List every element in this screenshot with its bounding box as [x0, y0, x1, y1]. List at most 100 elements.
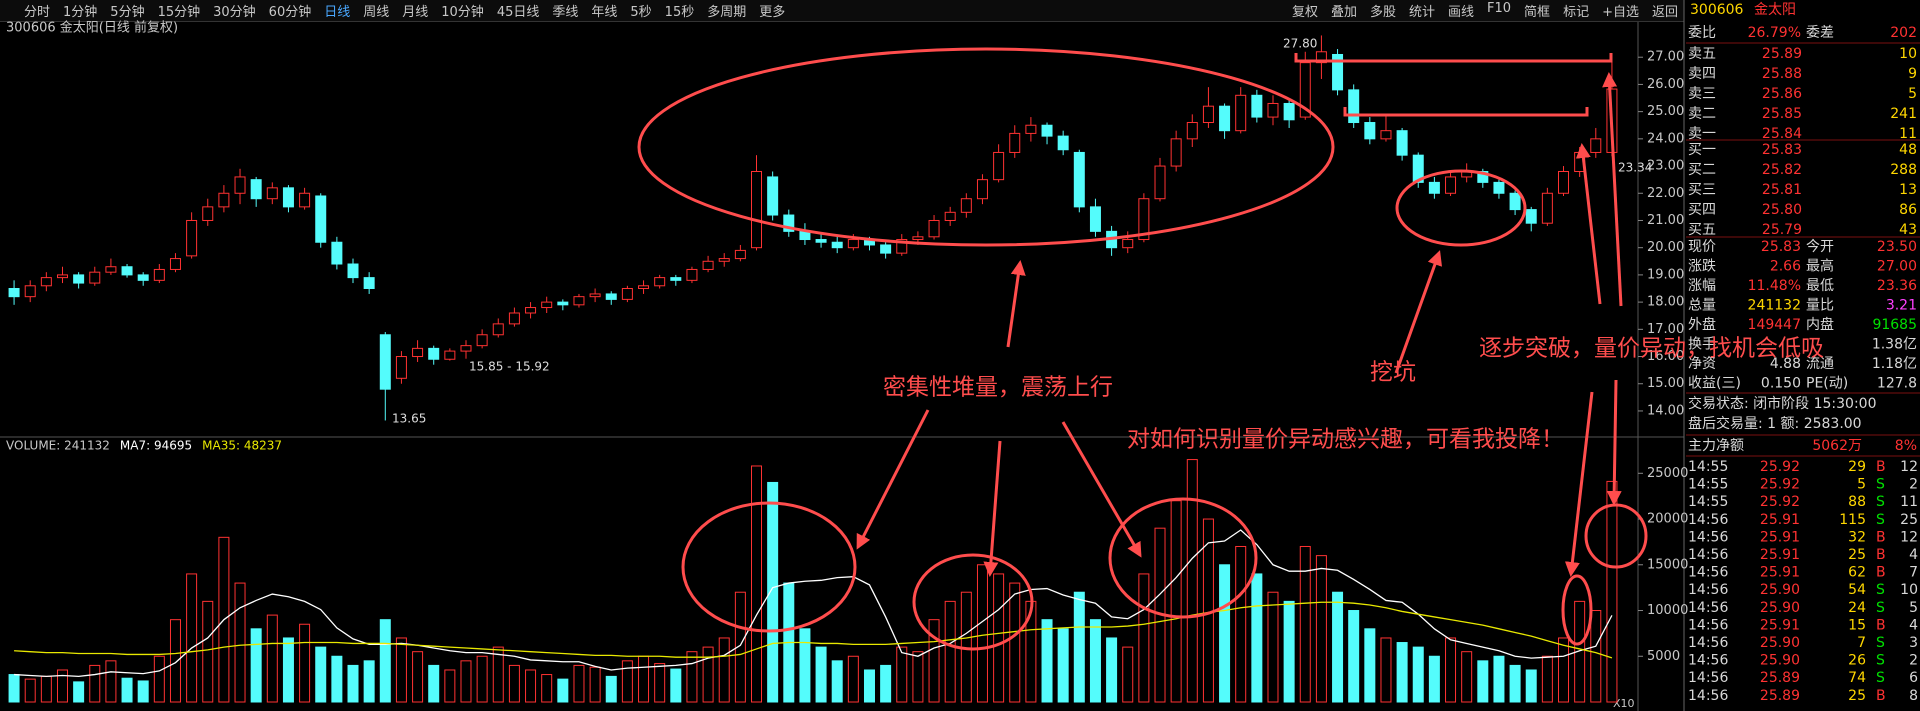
- toolbar-button[interactable]: 15分钟: [157, 5, 201, 20]
- panel-text: 最高: [1806, 258, 1834, 275]
- panel-text: 241: [1890, 106, 1917, 122]
- volume-bar: [1299, 545, 1311, 703]
- toolbar-button[interactable]: 月线: [402, 5, 429, 20]
- candle-body: [1154, 165, 1166, 200]
- toolbar-button[interactable]: 多股: [1369, 5, 1396, 20]
- panel-text: 13: [1899, 182, 1917, 198]
- highlight-ellipse: [681, 501, 857, 633]
- volume-bar: [8, 674, 20, 703]
- toolbar-button[interactable]: 5分钟: [110, 5, 145, 20]
- toolbar-button[interactable]: 标记: [1563, 5, 1590, 20]
- panel-text: 14:56: [1688, 529, 1728, 545]
- panel-text: 买一: [1688, 142, 1716, 158]
- toolbar-button[interactable]: 30分钟: [213, 5, 256, 20]
- arrow: [1606, 379, 1622, 506]
- panel-text: 288: [1890, 162, 1917, 178]
- panel-text: 25.83: [1762, 142, 1802, 158]
- panel-text: 25.91: [1760, 529, 1800, 545]
- toolbar-button[interactable]: 1分钟: [63, 5, 98, 20]
- arrow: [1006, 260, 1026, 348]
- volume-bar: [56, 669, 68, 703]
- toolbar-button[interactable]: 周线: [363, 5, 390, 20]
- panel-text: 15: [1848, 617, 1866, 633]
- volume-bar: [347, 664, 359, 703]
- toolbar-button[interactable]: 复权: [1291, 5, 1318, 20]
- candle-body: [928, 219, 940, 238]
- toolbar-button[interactable]: 10分钟: [441, 5, 484, 20]
- candle-body: [363, 277, 375, 290]
- panel-text: 23.50: [1877, 239, 1917, 255]
- candle-body: [1251, 94, 1263, 118]
- toolbar-button[interactable]: +自选: [1602, 5, 1639, 20]
- y-tick-label: 21.00: [1647, 213, 1684, 228]
- volume-bar: [863, 669, 875, 703]
- panel-text: 净资: [1688, 356, 1716, 372]
- volume-bar: [799, 628, 811, 703]
- volume-bar: [508, 664, 520, 703]
- toolbar-button[interactable]: 多周期: [707, 5, 747, 20]
- resistance-line: [1343, 107, 1589, 117]
- volume-bar: [912, 651, 924, 703]
- volume-bar: [589, 666, 601, 703]
- candle-body: [976, 179, 988, 200]
- toolbar-button[interactable]: 统计: [1408, 5, 1435, 20]
- y-tick-label: 18.00: [1647, 295, 1684, 310]
- toolbar-button[interactable]: 45日线: [496, 5, 540, 20]
- candle-body: [541, 301, 553, 309]
- panel-text: 43: [1899, 222, 1917, 238]
- panel-text: 25.85: [1762, 106, 1802, 122]
- panel-text: 金太阳: [1754, 2, 1796, 18]
- panel-text: 115: [1839, 512, 1866, 528]
- toolbar-button[interactable]: 5秒: [630, 5, 652, 20]
- toolbar-button[interactable]: 简框: [1524, 5, 1551, 20]
- toolbar-button[interactable]: 年线: [591, 5, 618, 20]
- toolbar-button[interactable]: 更多: [759, 5, 786, 20]
- panel-text: 3.21: [1886, 298, 1917, 314]
- ma-line: [14, 529, 1613, 678]
- panel-text: 流通: [1806, 356, 1834, 372]
- toolbar-button[interactable]: 日线: [324, 5, 351, 20]
- toolbar-button[interactable]: 季线: [552, 5, 579, 20]
- panel-text: 10: [1899, 46, 1917, 62]
- volume-bar: [1332, 591, 1344, 703]
- candle-body: [1332, 53, 1344, 91]
- panel-text: S: [1876, 600, 1885, 616]
- legend-entry: MA7: 94695: [120, 439, 192, 453]
- ma-line: [14, 601, 1613, 659]
- candle-body: [1235, 94, 1247, 132]
- panel-text: 25.79: [1762, 222, 1802, 238]
- toolbar-button[interactable]: 分时: [24, 5, 51, 20]
- panel-text: 62: [1848, 565, 1866, 581]
- arrow: [1394, 250, 1443, 374]
- candle-body: [880, 244, 892, 254]
- panel-text: 14:56: [1688, 512, 1728, 528]
- candle-body: [282, 187, 294, 208]
- candle-body: [331, 241, 343, 265]
- candle-body: [702, 260, 714, 270]
- panel-text: 卖五: [1688, 46, 1716, 62]
- panel-text: 5: [1908, 86, 1917, 102]
- highlight-ellipse: [1395, 169, 1527, 247]
- volume-bar: [1057, 628, 1069, 703]
- volume-bar: [105, 660, 117, 703]
- legend-entry: MA35: 48237: [202, 439, 282, 453]
- toolbar-button[interactable]: 60分钟: [268, 5, 312, 20]
- volume-bar: [40, 675, 52, 703]
- candle-body: [379, 334, 391, 390]
- toolbar-button[interactable]: 15秒: [664, 5, 695, 20]
- volume-bar: [1380, 637, 1392, 703]
- panel-text: 买二: [1688, 162, 1716, 178]
- panel-text: B: [1876, 529, 1886, 545]
- toolbar-button[interactable]: 画线: [1448, 5, 1475, 20]
- toolbar-button[interactable]: F10: [1487, 1, 1512, 16]
- toolbar-button[interactable]: 返回: [1651, 5, 1678, 20]
- candle-body: [831, 241, 843, 249]
- panel-text: B: [1876, 617, 1886, 633]
- panel-text: 14:56: [1688, 653, 1728, 669]
- candle-body: [654, 277, 666, 287]
- volume-bar: [24, 678, 36, 703]
- panel-text: 26: [1848, 653, 1866, 669]
- toolbar-button[interactable]: 叠加: [1330, 5, 1357, 20]
- panel-text: S: [1876, 512, 1885, 528]
